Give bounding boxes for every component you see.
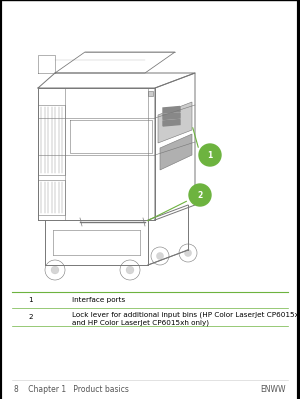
Circle shape [156, 253, 164, 260]
Polygon shape [160, 134, 192, 170]
Text: Interface ports: Interface ports [72, 297, 125, 303]
Text: 2: 2 [28, 314, 33, 320]
Text: Lock lever for additional input bins (HP Color LaserJet CP6015x and HP Color Las: Lock lever for additional input bins (HP… [72, 312, 299, 326]
Circle shape [120, 260, 140, 280]
Text: ENWW: ENWW [260, 385, 286, 394]
Circle shape [151, 247, 169, 265]
Circle shape [189, 184, 211, 206]
Polygon shape [163, 119, 180, 126]
Text: 1: 1 [207, 150, 213, 160]
Text: 2: 2 [197, 190, 202, 200]
Polygon shape [163, 113, 180, 119]
Text: 1: 1 [28, 297, 33, 303]
Circle shape [199, 144, 221, 166]
Circle shape [51, 266, 59, 274]
Circle shape [126, 266, 134, 274]
Circle shape [179, 244, 197, 262]
Text: 8    Chapter 1   Product basics: 8 Chapter 1 Product basics [14, 385, 129, 394]
Polygon shape [163, 107, 180, 113]
Bar [148, 91, 153, 96]
Circle shape [184, 249, 192, 257]
Circle shape [45, 260, 65, 280]
Polygon shape [158, 102, 192, 143]
